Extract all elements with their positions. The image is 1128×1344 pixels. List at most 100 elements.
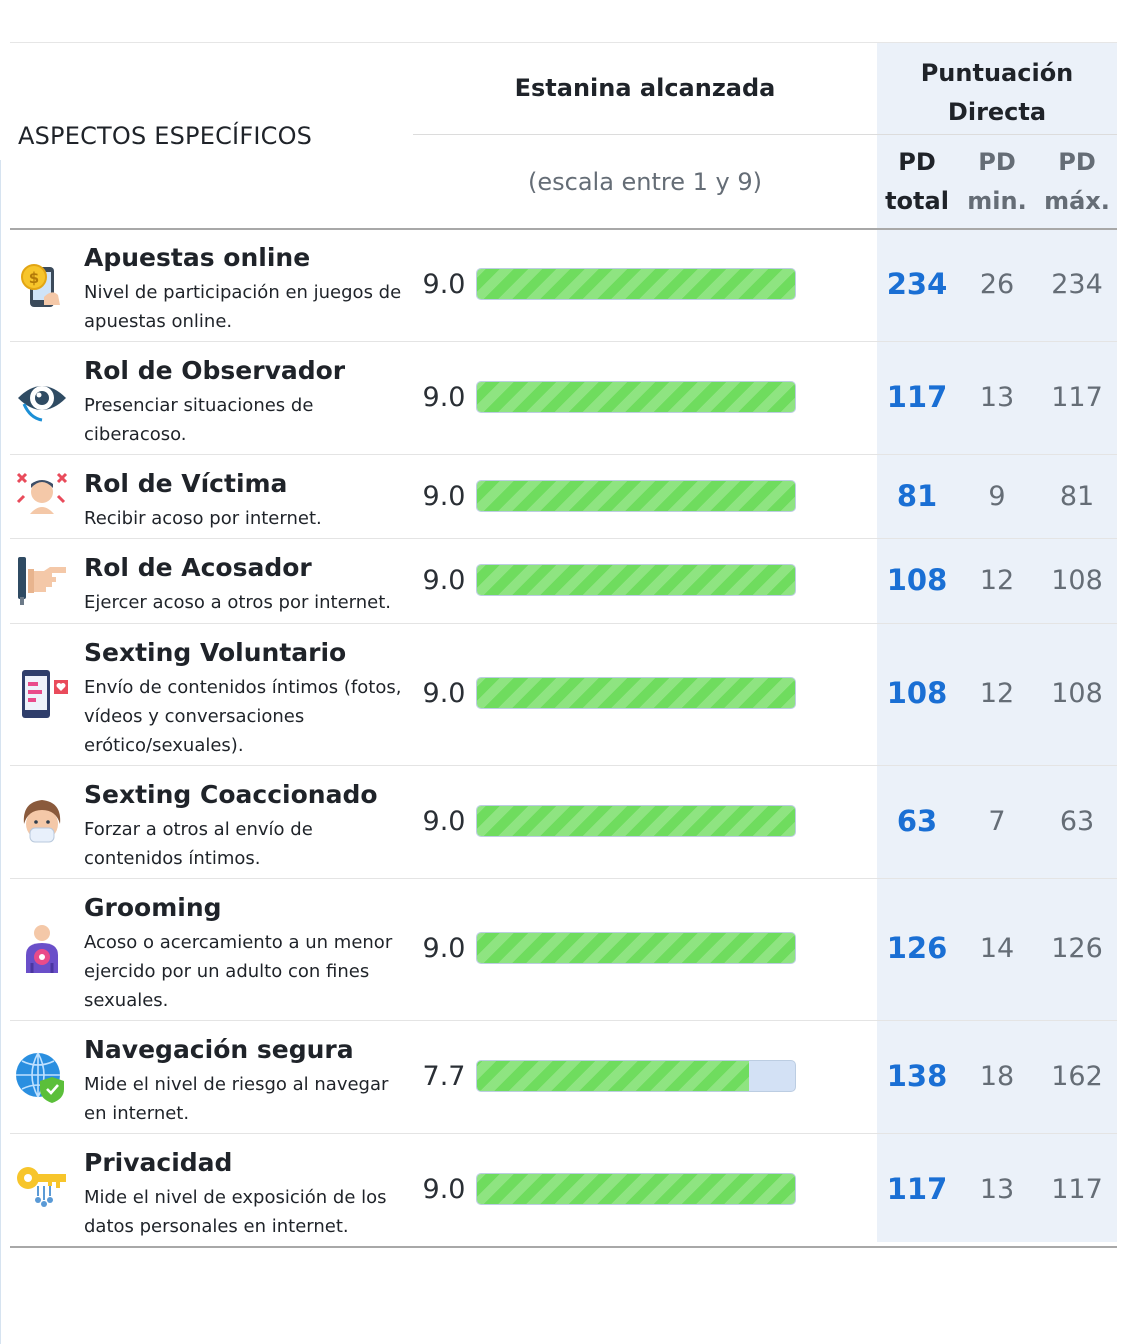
pd-min-value: 12 [979, 565, 1015, 596]
pd-min-value: 18 [979, 1061, 1015, 1092]
row-description: Presenciar situaciones de ciberacoso. [84, 395, 314, 445]
pd-min-header-line1: PD [978, 148, 1016, 176]
row-title: Rol de Víctima [84, 469, 288, 498]
stanine-bar-fill [477, 678, 795, 708]
pd-max-value: 126 [1051, 933, 1103, 964]
row-description: Recibir acoso por internet. [84, 508, 322, 529]
table-row: Privacidad Mide el nivel de exposición d… [10, 1134, 1117, 1248]
victim-icon [14, 468, 70, 524]
pd-total-value: 81 [896, 479, 938, 513]
header-bottom-divider [10, 228, 1117, 230]
stanine-score: 9.0 [422, 1174, 466, 1205]
pd-min-value: 13 [979, 1174, 1015, 1205]
stanine-bar [476, 564, 796, 596]
table-row: Rol de Víctima Recibir acoso por interne… [10, 455, 1117, 539]
pd-min-value: 26 [979, 269, 1015, 300]
pd-total-value: 234 [886, 267, 948, 301]
stanine-bar-fill [477, 806, 795, 836]
stanine-bar [476, 381, 796, 413]
table-top-divider [10, 42, 1117, 43]
pd-total-header: PD total [877, 143, 957, 221]
row-title: Rol de Observador [84, 356, 346, 385]
pd-max-value: 63 [1059, 806, 1095, 837]
pd-max-value: 117 [1051, 382, 1103, 413]
stanine-bar [476, 1060, 796, 1092]
pd-total-value: 117 [886, 1172, 948, 1206]
table-row: Sexting Voluntario Envío de contenidos í… [10, 624, 1117, 766]
pd-column-background [877, 42, 1117, 1242]
pd-min-value: 14 [979, 933, 1015, 964]
pd-max-value: 162 [1051, 1061, 1103, 1092]
row-description: Forzar a otros al envío de contenidos ín… [84, 819, 313, 869]
row-title: Sexting Voluntario [84, 638, 347, 667]
person-target-icon [14, 921, 70, 977]
aspects-title: ASPECTOS ESPECÍFICOS [18, 122, 313, 150]
row-description: Ejercer acoso a otros por internet. [84, 592, 391, 613]
row-title: Navegación segura [84, 1035, 354, 1064]
pd-min-header-line2: min. [967, 187, 1027, 215]
table-row: $ Apuestas online Nivel de participación… [10, 229, 1117, 342]
row-title: Privacidad [84, 1148, 233, 1177]
pd-total-header-line2: total [885, 187, 949, 215]
row-description: Mide el nivel de riesgo al navegar en in… [84, 1074, 389, 1124]
svg-text:$: $ [29, 269, 39, 287]
stanine-bar-fill [477, 1174, 795, 1204]
pd-max-header-line2: máx. [1044, 187, 1110, 215]
scale-note: (escala entre 1 y 9) [527, 168, 763, 196]
pd-title: Puntuación Directa [877, 54, 1117, 132]
stanine-score: 9.0 [422, 481, 466, 512]
eye-icon [14, 370, 70, 426]
key-icon [14, 1162, 70, 1218]
pd-max-value: 108 [1051, 565, 1103, 596]
row-title: Sexting Coaccionado [84, 780, 378, 809]
pd-total-header-line1: PD [898, 148, 936, 176]
table-row: Navegación segura Mide el nivel de riesg… [10, 1021, 1117, 1134]
page-left-rule [0, 160, 1, 1344]
stanine-score: 9.0 [422, 933, 466, 964]
pd-total-value: 108 [886, 676, 948, 710]
pd-min-value: 9 [988, 481, 1006, 512]
pd-total-value: 126 [886, 931, 948, 965]
stanine-bar [476, 480, 796, 512]
row-description: Nivel de participación en juegos de apue… [84, 282, 402, 332]
pd-total-value: 63 [896, 804, 938, 838]
pd-max-header: PD máx. [1037, 143, 1117, 221]
masked-person-icon [14, 794, 70, 850]
stanine-bar-fill [477, 269, 795, 299]
stanine-bar-fill [477, 565, 795, 595]
pd-title-line2: Directa [947, 98, 1047, 126]
aspects-table: ASPECTOS ESPECÍFICOS Estanina alcanzada … [10, 42, 1117, 1248]
table-row: Rol de Acosador Ejercer acoso a otros po… [10, 539, 1117, 624]
header-divider [413, 134, 1117, 135]
row-title: Grooming [84, 893, 222, 922]
row-description: Envío de contenidos íntimos (fotos, víde… [84, 677, 402, 756]
stanine-bar-fill [477, 933, 795, 963]
row-title: Rol de Acosador [84, 553, 312, 582]
stanine-bar [476, 268, 796, 300]
stanine-score: 9.0 [422, 678, 466, 709]
stanine-bar [476, 932, 796, 964]
phone-coin-icon: $ [14, 257, 70, 313]
pd-max-value: 81 [1059, 481, 1095, 512]
table-row: Grooming Acoso o acercamiento a un menor… [10, 879, 1117, 1021]
pd-max-value: 234 [1051, 269, 1103, 300]
pd-max-header-line1: PD [1058, 148, 1096, 176]
row-description: Mide el nivel de exposición de los datos… [84, 1187, 387, 1237]
pd-title-line1: Puntuación [920, 59, 1074, 87]
stanine-bar-fill [477, 481, 795, 511]
row-title: Apuestas online [84, 243, 311, 272]
pd-total-value: 117 [886, 380, 948, 414]
stanine-score: 9.0 [422, 269, 466, 300]
table-header: ASPECTOS ESPECÍFICOS Estanina alcanzada … [10, 42, 1117, 230]
stanine-score: 9.0 [422, 382, 466, 413]
pd-min-value: 13 [979, 382, 1015, 413]
stanine-score: 9.0 [422, 565, 466, 596]
table-row: Rol de Observador Presenciar situaciones… [10, 342, 1117, 455]
pd-min-value: 7 [988, 806, 1006, 837]
pd-total-value: 108 [886, 563, 948, 597]
pointing-hand-icon [14, 553, 70, 609]
stanine-bar-fill [477, 1061, 750, 1091]
pd-total-value: 138 [886, 1059, 948, 1093]
stanine-score: 7.7 [422, 1061, 466, 1092]
table-row: Sexting Coaccionado Forzar a otros al en… [10, 766, 1117, 879]
